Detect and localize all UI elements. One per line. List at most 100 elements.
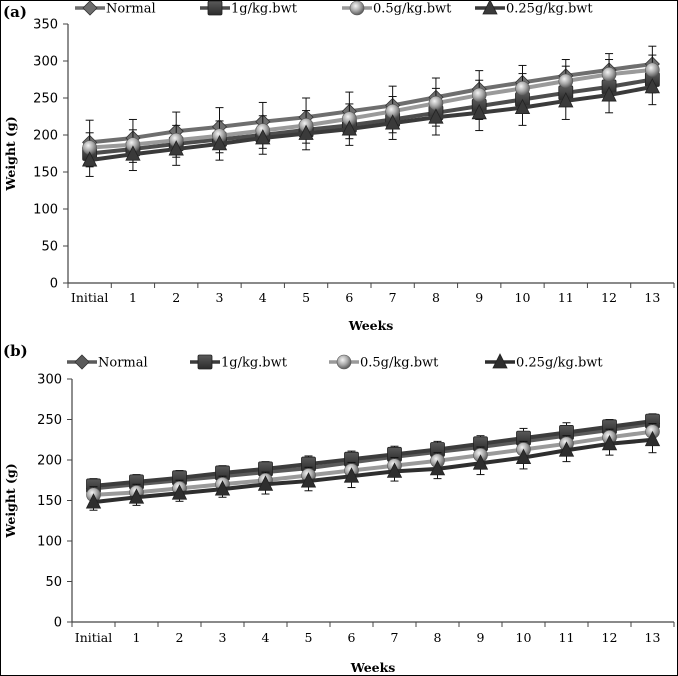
data-point bbox=[429, 460, 446, 476]
x-tick-label: 10 bbox=[516, 630, 532, 645]
y-tick-label: 250 bbox=[37, 413, 62, 428]
series-0-5g-kg-bwt bbox=[82, 54, 660, 155]
x-tick-label: 2 bbox=[172, 290, 180, 305]
data-point bbox=[255, 129, 271, 145]
legend-marker-square bbox=[207, 0, 223, 16]
data-point bbox=[257, 475, 274, 491]
y-tick-label: 0 bbox=[54, 616, 62, 631]
data-point bbox=[343, 467, 360, 483]
data-point bbox=[125, 145, 141, 161]
legend-label: 0.5g/kg.bwt bbox=[373, 2, 452, 17]
x-tick-label: 5 bbox=[302, 290, 310, 305]
data-point bbox=[558, 441, 575, 457]
data-point bbox=[85, 493, 102, 509]
legend-label: Normal bbox=[106, 2, 156, 17]
legend-label: 0.5g/kg.bwt bbox=[360, 356, 439, 371]
legend-label: 1g/kg.bwt bbox=[231, 2, 298, 17]
data-point bbox=[515, 81, 530, 96]
data-point bbox=[214, 480, 231, 496]
x-tick-label: 3 bbox=[216, 290, 224, 305]
data-point bbox=[428, 108, 444, 124]
y-tick-label: 350 bbox=[33, 18, 58, 33]
legend-label: Normal bbox=[98, 356, 148, 371]
y-tick-label: 150 bbox=[37, 494, 62, 509]
legend: Normal 1g/kg.bwt 0.5g/kg.bwt 0.25g/kg.bwt bbox=[75, 0, 593, 17]
data-point bbox=[601, 434, 618, 451]
x-tick-label: Initial bbox=[75, 630, 112, 645]
x-tick-label: 6 bbox=[345, 290, 353, 305]
x-tick-label: 8 bbox=[432, 290, 440, 305]
legend-marker-diamond bbox=[82, 0, 98, 16]
x-tick-label: 1 bbox=[133, 630, 141, 645]
data-point bbox=[514, 98, 531, 115]
x-tick-label: 11 bbox=[559, 630, 575, 645]
x-tick-label: 3 bbox=[219, 630, 227, 645]
data-point bbox=[471, 103, 487, 120]
y-tick-label: 150 bbox=[33, 166, 58, 181]
legend-marker-triangle bbox=[482, 0, 498, 15]
legend-label: 0.25g/kg.bwt bbox=[516, 356, 603, 371]
x-tick-label: 12 bbox=[601, 290, 617, 305]
legend: Normal 1g/kg.bwt 0.5g/kg.bwt 0.25g/kg.bwt bbox=[67, 353, 603, 371]
data-point bbox=[341, 120, 358, 136]
data-point bbox=[644, 430, 661, 447]
panel-label: (a) bbox=[3, 3, 27, 21]
x-tick-label: 10 bbox=[515, 290, 531, 305]
x-tick-label: 6 bbox=[348, 630, 356, 645]
data-point bbox=[384, 114, 401, 130]
legend-marker-circle bbox=[349, 0, 365, 16]
series-1g-kg-bwt bbox=[86, 413, 660, 494]
x-tick-label: 9 bbox=[477, 630, 485, 645]
data-point bbox=[644, 78, 661, 94]
x-tick-label: 12 bbox=[602, 630, 618, 645]
x-tick-label: 4 bbox=[262, 630, 270, 645]
x-tick-label: 11 bbox=[558, 290, 574, 305]
y-tick-label: 100 bbox=[33, 203, 58, 218]
data-point bbox=[645, 62, 660, 78]
legend-label: 0.25g/kg.bwt bbox=[506, 2, 593, 17]
y-tick-label: 100 bbox=[37, 535, 62, 550]
legend-marker-square bbox=[197, 354, 213, 370]
y-tick-label: 50 bbox=[45, 575, 62, 590]
y-tick-label: 300 bbox=[33, 55, 58, 70]
data-point bbox=[211, 134, 228, 151]
series-line bbox=[89, 61, 653, 145]
y-tick-label: 250 bbox=[33, 92, 58, 107]
series-line bbox=[89, 84, 653, 163]
x-tick-label: 7 bbox=[389, 290, 397, 305]
x-tick-label: Initial bbox=[71, 290, 108, 305]
x-axis-title: Weeks bbox=[350, 660, 396, 675]
data-point bbox=[471, 87, 487, 103]
x-tick-label: 4 bbox=[259, 290, 267, 305]
panel-label: (b) bbox=[3, 342, 28, 360]
data-point bbox=[472, 454, 489, 470]
data-point bbox=[601, 86, 617, 102]
data-point bbox=[558, 73, 574, 89]
legend-marker-diamond bbox=[74, 354, 90, 370]
data-point bbox=[515, 448, 532, 464]
data-point bbox=[81, 151, 98, 167]
x-axis-title: Weeks bbox=[348, 318, 394, 333]
series-0-25g-kg-bwt bbox=[81, 78, 661, 177]
data-point bbox=[601, 67, 617, 82]
legend-marker-circle bbox=[336, 354, 352, 370]
x-tick-label: 1 bbox=[129, 290, 137, 305]
data-point bbox=[428, 95, 444, 111]
data-point bbox=[558, 92, 574, 108]
y-axis-title: Weight (g) bbox=[3, 463, 18, 538]
data-point bbox=[171, 484, 188, 500]
legend-marker-triangle bbox=[492, 353, 508, 369]
x-tick-label: 8 bbox=[434, 630, 442, 645]
x-tick-label: 5 bbox=[305, 630, 313, 645]
y-tick-label: 200 bbox=[33, 129, 58, 144]
y-axis-title: Weight (g) bbox=[3, 116, 18, 191]
legend-label: 1g/kg.bwt bbox=[221, 356, 288, 371]
series-line bbox=[93, 437, 653, 505]
y-tick-label: 50 bbox=[41, 240, 58, 255]
data-point bbox=[298, 124, 314, 140]
x-tick-label: 13 bbox=[645, 630, 661, 645]
x-tick-label: 7 bbox=[391, 630, 399, 645]
